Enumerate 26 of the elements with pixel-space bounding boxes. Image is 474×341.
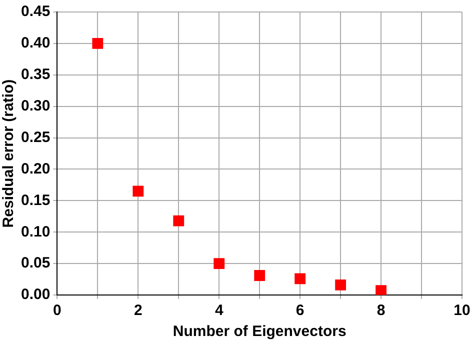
y-tick-label: 0.00 <box>20 286 50 304</box>
y-axis-title: Residual error (ratio) <box>0 79 18 228</box>
y-tick-label: 0.10 <box>20 223 50 240</box>
x-tick-label: 4 <box>214 302 224 320</box>
y-tick-label: 0.45 <box>20 3 50 20</box>
point <box>92 38 104 49</box>
y-tick-label: 0.05 <box>20 254 50 272</box>
point <box>335 279 346 290</box>
x-tick-label: 0 <box>53 302 62 320</box>
point <box>294 273 306 284</box>
y-tick-label: 0.35 <box>20 66 50 84</box>
y-tick-label: 0.30 <box>20 97 50 114</box>
point <box>254 270 266 281</box>
y-tick-label: 0.40 <box>20 34 50 52</box>
x-tick-label: 8 <box>376 302 386 320</box>
point <box>173 215 184 226</box>
point <box>132 186 144 197</box>
point <box>376 285 386 295</box>
x-axis-title: Number of Eigenvectors <box>172 323 346 340</box>
y-tick-label: 0.15 <box>20 192 50 209</box>
x-tick-label: 10 <box>454 302 470 320</box>
y-tick-label: 0.20 <box>20 160 50 178</box>
y-tick-label: 0.25 <box>20 128 50 146</box>
x-tick-label: 6 <box>296 302 304 320</box>
x-tick-label: 2 <box>134 302 142 320</box>
point <box>214 258 225 270</box>
